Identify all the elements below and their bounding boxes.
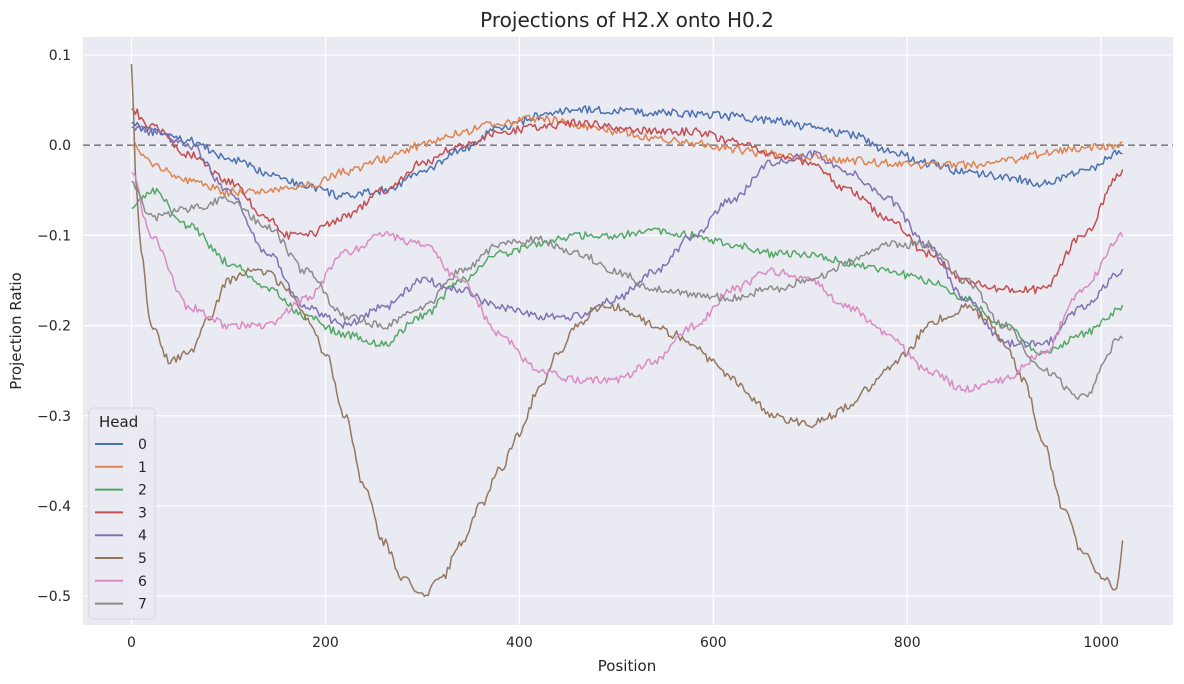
y-tick-labels: 0.1 0.0 −0.1 −0.2 −0.3 −0.4 −0.5 [37, 48, 71, 605]
x-tick-labels: 0 200 400 600 800 1000 [127, 635, 1119, 651]
legend-label: 6 [138, 574, 147, 590]
plot-background [83, 37, 1173, 625]
legend-label: 5 [138, 551, 147, 567]
legend-title: Head [99, 413, 138, 431]
y-tick-label: −0.5 [37, 589, 71, 605]
x-tick-label: 800 [894, 635, 921, 651]
y-tick-label: −0.4 [37, 499, 71, 515]
chart-title: Projections of H2.X onto H0.2 [480, 8, 774, 32]
x-tick-label: 1000 [1083, 635, 1119, 651]
legend-label: 1 [138, 460, 147, 476]
x-tick-label: 400 [506, 635, 533, 651]
y-tick-label: −0.3 [37, 409, 71, 425]
y-tick-label: 0.1 [49, 48, 71, 64]
x-axis-title: Position [598, 657, 656, 675]
y-tick-label: −0.2 [37, 319, 71, 335]
legend-label: 3 [138, 505, 147, 521]
x-tick-label: 200 [312, 635, 339, 651]
legend-label: 2 [138, 483, 147, 499]
x-tick-label: 0 [127, 635, 136, 651]
legend-label: 0 [138, 437, 147, 453]
x-tick-label: 600 [700, 635, 727, 651]
y-tick-label: −0.1 [37, 228, 71, 244]
legend-label: 7 [138, 597, 147, 613]
y-axis-title: Projection Ratio [7, 272, 25, 389]
y-tick-label: 0.0 [49, 138, 71, 154]
legend-label: 4 [138, 528, 147, 544]
